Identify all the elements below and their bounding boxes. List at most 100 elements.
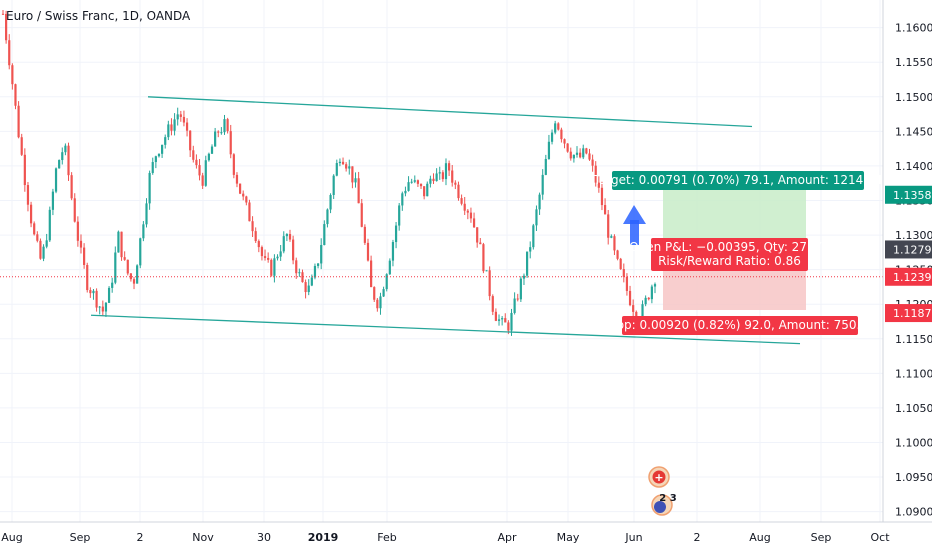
candle-body: [167, 124, 170, 138]
candle-body: [476, 227, 479, 243]
candle-body: [510, 312, 513, 331]
time-tick-label: Oct: [870, 531, 890, 544]
candle-body: [235, 174, 239, 184]
candle-body: [79, 240, 83, 248]
candle-body: [257, 241, 260, 248]
candle-body: [579, 152, 582, 158]
candle-body: [5, 13, 8, 41]
price-tick-label: 1.10000: [895, 436, 932, 449]
candle-body: [541, 174, 544, 195]
candle-body: [242, 193, 245, 197]
price-tick-label: 1.10500: [895, 402, 932, 415]
candle-body: [307, 285, 310, 293]
candle-body: [607, 214, 610, 238]
candle-body: [632, 305, 635, 312]
candle-body: [482, 244, 485, 272]
candle-body: [104, 302, 108, 312]
candle-body: [407, 182, 410, 191]
candle-body: [70, 175, 73, 199]
candle-body: [625, 276, 629, 291]
candle-body: [226, 119, 229, 132]
candle-body: [597, 182, 600, 188]
candle-body: [332, 175, 335, 195]
candle-body: [107, 287, 111, 303]
price-tick-label: 1.09500: [895, 471, 932, 484]
candle-body: [457, 184, 460, 199]
candle-body: [320, 245, 323, 264]
candle-body: [622, 269, 625, 277]
candle-body: [223, 119, 226, 133]
candle-body: [588, 153, 591, 160]
candle-body: [419, 183, 423, 187]
candle-body: [204, 160, 207, 186]
event-badge-icon[interactable]: +: [648, 466, 670, 488]
candle-body: [472, 218, 476, 228]
candle-body: [469, 212, 473, 219]
price-tick-label: 1.15000: [895, 91, 932, 104]
candle-body: [33, 223, 36, 235]
target-zone: [663, 189, 806, 242]
candle-body: [76, 221, 79, 241]
candle-body: [435, 173, 438, 182]
candle-body: [267, 257, 270, 260]
price-badge: 1.12792: [885, 240, 932, 259]
candle-body: [460, 198, 463, 204]
candle-body: [582, 148, 585, 158]
candle-body: [376, 299, 379, 309]
candle-body: [217, 131, 220, 133]
candle-body: [644, 297, 647, 305]
candle-body: [432, 178, 435, 182]
candle-body: [229, 131, 232, 155]
stop-label[interactable]: Stop: 0.00920 (0.82%) 92.0, Amount: 750.…: [604, 316, 876, 335]
candle-body: [132, 279, 136, 284]
event-badge-icon[interactable]: 2 3: [651, 493, 677, 516]
candle-body: [466, 210, 469, 213]
candle-body: [382, 289, 385, 297]
candle-body: [170, 124, 173, 131]
candle-body: [254, 231, 257, 242]
candle-body: [628, 290, 632, 306]
channel-upper-line[interactable]: [147, 96, 753, 128]
candle-body: [550, 132, 554, 142]
channel-lower-line[interactable]: [90, 314, 801, 345]
candle-body: [313, 265, 317, 278]
candle-body: [198, 165, 201, 176]
pnl-label[interactable]: Open P&L: −0.00395, Qty: 27173Risk/Rewar…: [629, 238, 830, 271]
candle-body: [519, 278, 522, 300]
candles: [1, 9, 657, 336]
candle-body: [410, 181, 413, 183]
candle-body: [532, 225, 535, 248]
candle-body: [635, 311, 638, 320]
candle-body: [58, 160, 61, 169]
candle-body: [176, 114, 179, 120]
svg-text:2 3: 2 3: [659, 493, 676, 504]
candle-body: [479, 242, 482, 245]
candle-body: [245, 196, 248, 203]
candle-body: [42, 246, 45, 259]
candle-body: [491, 296, 494, 312]
candle-body: [151, 162, 154, 173]
candle-body: [45, 240, 48, 247]
candle-body: [647, 297, 650, 300]
target-label[interactable]: Target: 0.00791 (0.70%) 79.1, Amount: 12…: [593, 171, 883, 190]
price-tick-label: 1.13000: [895, 229, 932, 242]
candle-body: [485, 270, 488, 272]
candle-body: [298, 272, 301, 274]
candle-body: [650, 286, 653, 300]
candle-body: [323, 224, 326, 246]
candle-body: [29, 204, 33, 224]
svg-text:+: +: [654, 471, 663, 484]
candle-body: [89, 290, 92, 294]
candle-body: [36, 234, 39, 241]
svg-text:1.13583: 1.13583: [893, 189, 932, 202]
candle-body: [238, 183, 242, 194]
candle-body: [86, 264, 89, 291]
candle-body: [301, 272, 304, 283]
time-tick-label: Nov: [192, 531, 214, 544]
candle-body: [129, 273, 133, 280]
time-tick-label: Sep: [811, 531, 832, 544]
candle-body: [591, 159, 594, 166]
candle-body: [61, 152, 64, 161]
